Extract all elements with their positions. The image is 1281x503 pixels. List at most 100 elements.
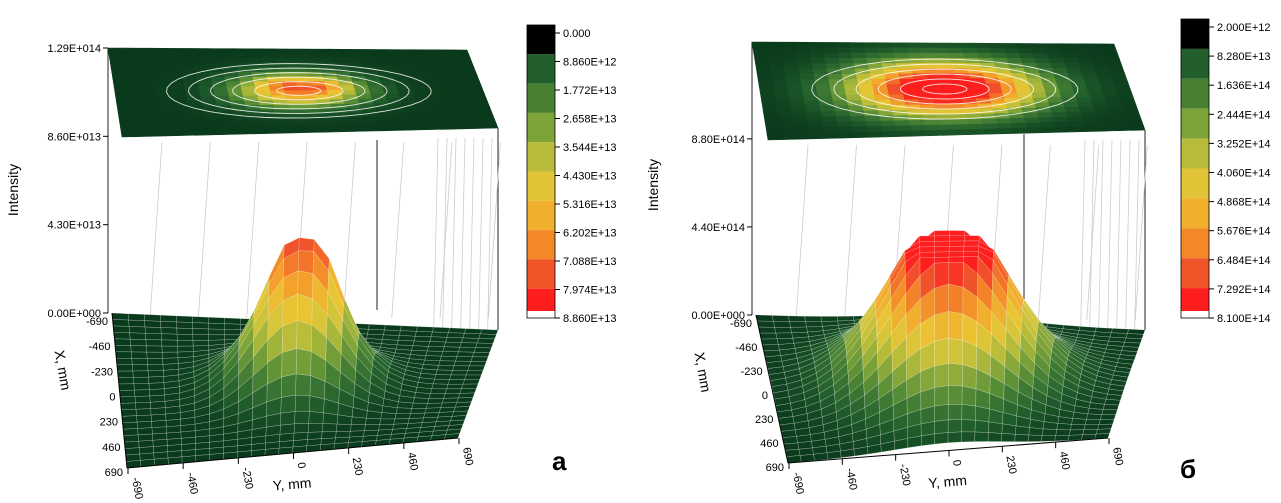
top-cell <box>904 42 921 49</box>
surface-cell <box>1100 414 1116 420</box>
top-cell <box>977 52 994 59</box>
top-cell <box>772 84 789 92</box>
top-cell <box>837 52 854 59</box>
top-cell <box>796 58 813 65</box>
top-cell <box>255 90 273 97</box>
surface-cell <box>118 377 135 385</box>
surface-cell <box>478 333 497 340</box>
top-cell <box>231 48 248 54</box>
surface-cell <box>298 237 315 252</box>
top-cell <box>460 106 478 112</box>
colorbar-segment <box>527 142 555 172</box>
top-cell <box>434 75 452 81</box>
top-cell <box>149 47 165 54</box>
top-cell <box>1073 48 1090 54</box>
grid-line <box>486 137 493 361</box>
top-cell <box>364 121 382 127</box>
top-cell <box>1051 111 1069 118</box>
top-cell <box>1113 125 1131 132</box>
surface-cell <box>813 452 829 461</box>
top-cell <box>754 58 770 65</box>
surface-cell <box>143 314 161 322</box>
top-cell <box>1054 121 1072 128</box>
surface-cell <box>135 402 151 410</box>
surface-cell <box>307 423 324 433</box>
top-cell <box>967 123 985 130</box>
top-cell <box>759 90 776 97</box>
top-cell <box>227 90 244 97</box>
top-cell <box>394 125 412 131</box>
x-axis-line <box>755 314 789 464</box>
top-cell <box>134 126 151 133</box>
top-cell <box>466 84 483 90</box>
top-cell <box>1089 96 1107 103</box>
surface-cell <box>192 322 209 330</box>
top-cell <box>220 57 236 64</box>
top-cell <box>863 42 879 49</box>
top-contour-projection <box>751 41 1146 141</box>
surface-cell <box>280 394 296 414</box>
surface-cell <box>152 439 168 447</box>
surface-cell <box>411 345 429 352</box>
top-cell <box>1012 127 1030 134</box>
top-cell <box>180 67 197 73</box>
top-cell <box>205 53 221 59</box>
top-cell <box>772 79 788 86</box>
top-cell <box>865 120 883 128</box>
top-cell <box>138 67 155 73</box>
top-cell <box>325 85 342 91</box>
top-cell <box>1086 87 1104 93</box>
top-cell <box>371 53 388 59</box>
top-cell <box>476 110 494 116</box>
surface-cell <box>393 418 410 425</box>
top-cell <box>450 80 468 86</box>
top-cell <box>438 49 456 55</box>
top-contour-projection <box>107 47 499 138</box>
top-cell <box>1006 58 1023 64</box>
top-cell <box>808 47 825 54</box>
surface-cell <box>149 394 166 403</box>
top-cell <box>963 52 980 59</box>
top-cell <box>1077 101 1094 108</box>
top-cell <box>852 126 869 133</box>
top-cell <box>792 117 809 124</box>
top-cell <box>1113 81 1130 88</box>
surface-cell <box>430 331 449 338</box>
surface-cell <box>410 408 427 414</box>
top-cell <box>952 119 969 126</box>
top-cell <box>756 74 773 81</box>
grid-line <box>1134 144 1148 321</box>
top-cell <box>906 47 923 54</box>
surface-cell <box>224 329 241 336</box>
top-cell <box>1081 116 1099 123</box>
surface-cell <box>119 396 136 404</box>
surface-cell <box>448 327 467 334</box>
top-cell <box>847 100 864 107</box>
surface-cell <box>123 428 139 436</box>
colorbar-segment <box>1181 78 1209 109</box>
y-tick-label: 0 <box>295 461 308 469</box>
surface-cell <box>297 270 314 299</box>
top-cell <box>472 101 490 107</box>
top-cell <box>789 100 806 108</box>
top-cell <box>1111 77 1129 83</box>
surface-cell <box>919 251 935 259</box>
surface-cell <box>295 348 312 376</box>
x-tick-label: 690 <box>105 467 123 479</box>
surface-cell <box>160 327 178 335</box>
top-cell <box>225 81 242 87</box>
surface-cell <box>309 395 325 414</box>
top-cell <box>966 118 984 125</box>
top-cell <box>835 42 851 49</box>
top-cell <box>388 62 405 68</box>
surface-cell <box>949 240 965 247</box>
top-cell <box>109 57 125 64</box>
top-cell <box>191 120 208 126</box>
surface-cell <box>131 351 148 359</box>
surface-cell <box>771 315 790 322</box>
top-cell <box>773 90 790 97</box>
top-cell <box>395 84 413 91</box>
top-cell <box>135 131 152 137</box>
top-cell <box>474 106 492 112</box>
surface-cell <box>476 338 495 344</box>
